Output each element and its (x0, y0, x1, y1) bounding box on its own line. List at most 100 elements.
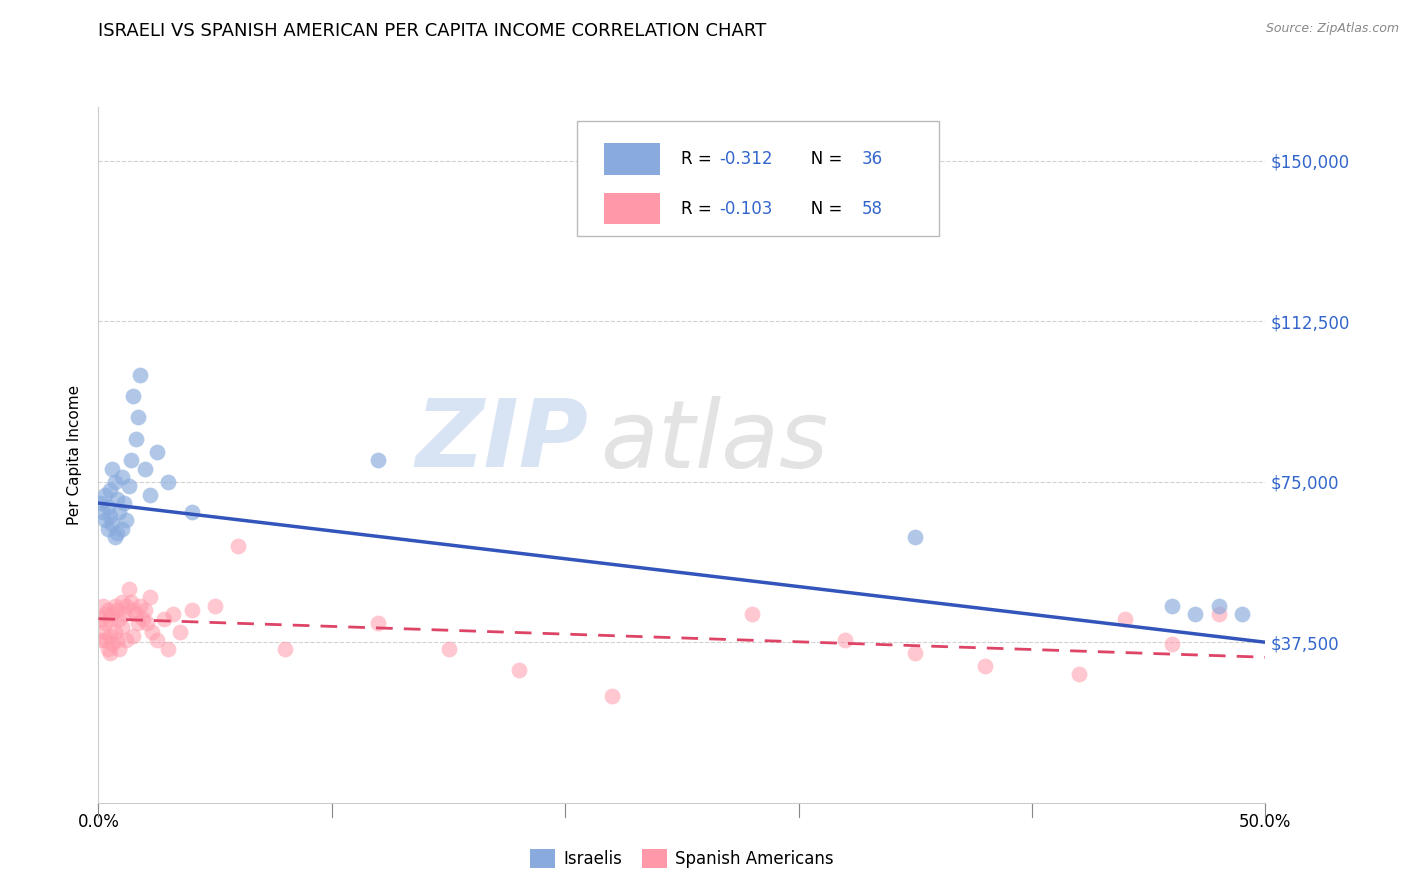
Text: R =: R = (681, 150, 717, 168)
Point (105, 491, 128, 506)
Point (118, 479, 141, 493)
Point (108, 641, 131, 656)
Text: Source: ZipAtlas.com: Source: ZipAtlas.com (1265, 22, 1399, 36)
Point (97, 603, 120, 617)
Point (98, 646, 121, 660)
Point (180, 505, 202, 519)
Text: atlas: atlas (600, 395, 828, 486)
Point (97, 522, 120, 536)
Point (146, 633, 169, 648)
Point (1208, 607, 1230, 622)
Point (118, 582, 141, 596)
Point (180, 603, 202, 617)
FancyBboxPatch shape (603, 193, 659, 224)
Point (904, 530, 927, 544)
Point (94, 513, 117, 527)
Point (101, 517, 124, 532)
Point (1184, 607, 1206, 622)
Point (101, 637, 124, 651)
Point (141, 624, 163, 639)
Point (129, 368, 152, 382)
Point (115, 513, 138, 527)
Point (367, 453, 389, 467)
Point (600, 689, 623, 703)
Point (98, 483, 121, 498)
Point (134, 462, 156, 476)
Point (157, 475, 180, 489)
Point (437, 641, 460, 656)
Point (112, 607, 135, 622)
Point (152, 612, 174, 626)
Text: -0.312: -0.312 (720, 150, 773, 168)
Point (108, 612, 131, 626)
Point (104, 599, 127, 613)
Point (94, 607, 117, 622)
Point (1208, 599, 1230, 613)
Point (98, 629, 121, 643)
Point (122, 389, 145, 403)
Point (1230, 607, 1253, 622)
Text: -0.103: -0.103 (720, 200, 773, 218)
Point (367, 615, 389, 630)
Point (112, 496, 135, 510)
Point (274, 641, 297, 656)
Point (90, 612, 112, 626)
Point (104, 530, 127, 544)
Point (127, 410, 149, 425)
Point (169, 624, 191, 639)
Point (508, 663, 530, 677)
Point (91, 599, 114, 613)
Point (1114, 612, 1136, 626)
Point (115, 599, 138, 613)
Point (105, 526, 128, 541)
Point (98, 612, 121, 626)
Point (974, 658, 997, 673)
Point (101, 607, 124, 622)
Point (204, 599, 226, 613)
Point (741, 607, 763, 622)
Point (111, 470, 134, 484)
Point (125, 432, 148, 446)
Point (162, 607, 184, 622)
Point (111, 522, 134, 536)
Text: R =: R = (681, 200, 717, 218)
Point (111, 594, 134, 608)
Point (91, 505, 114, 519)
Point (105, 603, 128, 617)
Point (94, 487, 117, 501)
Point (134, 603, 156, 617)
Point (104, 475, 127, 489)
Point (1161, 637, 1184, 651)
Point (94, 615, 117, 630)
Point (97, 500, 120, 515)
Point (157, 641, 180, 656)
Text: ISRAELI VS SPANISH AMERICAN PER CAPITA INCOME CORRELATION CHART: ISRAELI VS SPANISH AMERICAN PER CAPITA I… (98, 22, 766, 40)
Point (127, 615, 149, 630)
Point (125, 607, 148, 622)
Point (904, 646, 927, 660)
Point (834, 633, 856, 648)
Point (129, 599, 152, 613)
Point (228, 539, 250, 553)
Text: 36: 36 (862, 150, 883, 168)
Point (132, 612, 155, 626)
Y-axis label: Per Capita Income: Per Capita Income (67, 384, 83, 525)
Point (139, 591, 162, 605)
Point (120, 453, 142, 467)
Point (90, 633, 112, 648)
Point (120, 594, 142, 608)
FancyBboxPatch shape (576, 121, 939, 235)
Point (105, 633, 128, 648)
Point (1067, 667, 1090, 681)
Point (1161, 599, 1184, 613)
Text: N =: N = (796, 200, 848, 218)
Point (101, 462, 124, 476)
Point (136, 615, 159, 630)
Point (97, 641, 120, 656)
Point (111, 620, 134, 634)
Text: N =: N = (796, 150, 848, 168)
Point (122, 603, 145, 617)
Text: ZIP: ZIP (416, 395, 589, 487)
Point (122, 629, 145, 643)
Point (104, 624, 127, 639)
